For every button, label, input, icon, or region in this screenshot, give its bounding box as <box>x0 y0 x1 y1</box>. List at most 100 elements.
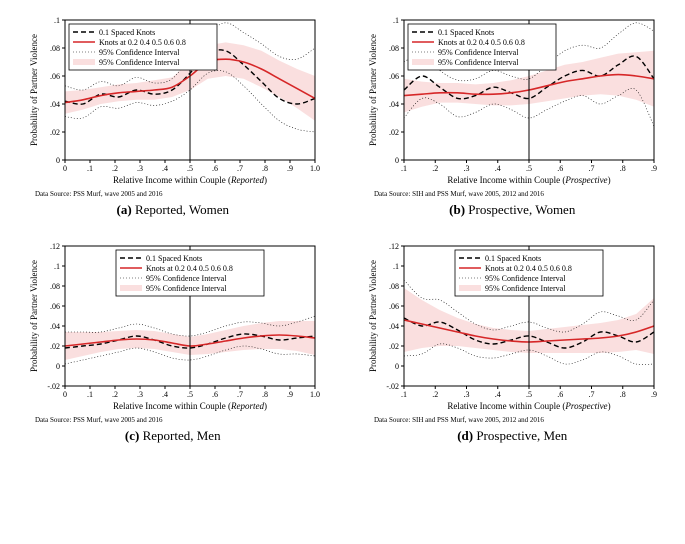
svg-text:.5: .5 <box>187 390 193 399</box>
svg-text:95% Confidence Interval: 95% Confidence Interval <box>485 284 566 293</box>
svg-text:.06: .06 <box>389 302 399 311</box>
caption-a: (a) Reported, Women <box>117 202 229 218</box>
svg-text:.1: .1 <box>87 390 93 399</box>
panel-grid: 0.1.2.3.4.5.6.7.8.91.00.02.04.06.08.1Pro… <box>10 10 675 444</box>
svg-text:0: 0 <box>56 156 60 165</box>
svg-text:0: 0 <box>395 156 399 165</box>
svg-text:0: 0 <box>63 164 67 173</box>
svg-text:95% Confidence Interval: 95% Confidence Interval <box>438 58 519 67</box>
x-axis-label: Relative Income within Couple (Reported) <box>113 401 267 411</box>
svg-text:0: 0 <box>395 362 399 371</box>
chart-b: .1.2.3.4.5.6.7.8.90.02.04.06.08.1Probabi… <box>362 10 662 200</box>
x-axis-label: Relative Income within Couple (Reported) <box>113 175 267 185</box>
panel-b: .1.2.3.4.5.6.7.8.90.02.04.06.08.1Probabi… <box>350 10 676 218</box>
svg-text:.3: .3 <box>137 164 143 173</box>
svg-text:.12: .12 <box>389 242 399 251</box>
svg-text:.02: .02 <box>50 128 60 137</box>
svg-text:.1: .1 <box>401 390 407 399</box>
svg-text:.5: .5 <box>526 164 532 173</box>
source-note: Data Source: SIH and PSS Murf, wave 2005… <box>374 416 544 424</box>
svg-text:.04: .04 <box>50 322 60 331</box>
source-note: Data Source: PSS Murf, wave 2005 and 201… <box>35 190 163 198</box>
svg-text:.7: .7 <box>589 390 595 399</box>
y-axis-label: Probability of Partner Violence <box>368 34 378 146</box>
chart-d: .1.2.3.4.5.6.7.8.9-.020.02.04.06.08.1.12… <box>362 236 662 426</box>
svg-text:.4: .4 <box>495 164 501 173</box>
svg-text:.08: .08 <box>50 44 60 53</box>
svg-text:.6: .6 <box>558 390 564 399</box>
svg-text:.02: .02 <box>389 128 399 137</box>
svg-text:0: 0 <box>56 362 60 371</box>
svg-text:-.02: -.02 <box>47 382 60 391</box>
y-axis-label: Probability of Partner Violence <box>368 260 378 372</box>
svg-text:Knots at 0.2 0.4 0.5 0.6 0.8: Knots at 0.2 0.4 0.5 0.6 0.8 <box>146 264 233 273</box>
x-axis-label: Relative Income within Couple (Prospecti… <box>448 175 611 185</box>
panel-c: 0.1.2.3.4.5.6.7.8.91.0-.020.02.04.06.08.… <box>10 236 336 444</box>
source-note: Data Source: PSS Murf, wave 2005 and 201… <box>35 416 163 424</box>
caption-c: (c) Reported, Men <box>125 428 221 444</box>
svg-text:.7: .7 <box>237 390 243 399</box>
svg-text:.08: .08 <box>389 282 399 291</box>
chart-c: 0.1.2.3.4.5.6.7.8.91.0-.020.02.04.06.08.… <box>23 236 323 426</box>
svg-text:1.0: 1.0 <box>310 164 320 173</box>
caption-b: (b) Prospective, Women <box>449 202 575 218</box>
svg-text:.1: .1 <box>393 262 399 271</box>
svg-text:95% Confidence Interval: 95% Confidence Interval <box>438 48 519 57</box>
svg-text:0.1 Spaced Knots: 0.1 Spaced Knots <box>485 254 541 263</box>
svg-text:95% Confidence Interval: 95% Confidence Interval <box>146 274 227 283</box>
svg-text:.8: .8 <box>620 164 626 173</box>
svg-text:.06: .06 <box>389 72 399 81</box>
panel-d: .1.2.3.4.5.6.7.8.9-.020.02.04.06.08.1.12… <box>350 236 676 444</box>
svg-text:-.02: -.02 <box>387 382 400 391</box>
svg-text:95% Confidence Interval: 95% Confidence Interval <box>99 48 180 57</box>
svg-text:.06: .06 <box>50 72 60 81</box>
svg-text:.02: .02 <box>389 342 399 351</box>
svg-text:.6: .6 <box>212 390 218 399</box>
svg-text:95% Confidence Interval: 95% Confidence Interval <box>99 58 180 67</box>
source-note: Data Source: SIH and PSS Murf, wave 2005… <box>374 190 544 198</box>
panel-a: 0.1.2.3.4.5.6.7.8.91.00.02.04.06.08.1Pro… <box>10 10 336 218</box>
svg-text:.04: .04 <box>50 100 60 109</box>
svg-text:.1: .1 <box>54 16 60 25</box>
svg-text:.9: .9 <box>651 164 657 173</box>
svg-text:0.1 Spaced Knots: 0.1 Spaced Knots <box>99 28 155 37</box>
svg-text:.12: .12 <box>50 242 60 251</box>
svg-text:.1: .1 <box>401 164 407 173</box>
legend: 0.1 Spaced KnotsKnots at 0.2 0.4 0.5 0.6… <box>116 250 264 296</box>
svg-text:95% Confidence Interval: 95% Confidence Interval <box>146 284 227 293</box>
legend: 0.1 Spaced KnotsKnots at 0.2 0.4 0.5 0.6… <box>69 24 217 70</box>
svg-text:.6: .6 <box>212 164 218 173</box>
svg-text:.4: .4 <box>162 164 168 173</box>
svg-text:.3: .3 <box>464 390 470 399</box>
svg-text:.7: .7 <box>237 164 243 173</box>
legend: 0.1 Spaced KnotsKnots at 0.2 0.4 0.5 0.6… <box>408 24 556 70</box>
svg-text:1.0: 1.0 <box>310 390 320 399</box>
svg-text:.5: .5 <box>187 164 193 173</box>
svg-text:Knots at 0.2 0.4 0.5 0.6 0.8: Knots at 0.2 0.4 0.5 0.6 0.8 <box>438 38 525 47</box>
y-axis-label: Probability of Partner Violence <box>29 260 39 372</box>
svg-text:Knots at 0.2 0.4 0.5 0.6 0.8: Knots at 0.2 0.4 0.5 0.6 0.8 <box>485 264 572 273</box>
svg-text:.4: .4 <box>162 390 168 399</box>
svg-text:.8: .8 <box>262 164 268 173</box>
svg-text:Knots at 0.2 0.4 0.5 0.6 0.8: Knots at 0.2 0.4 0.5 0.6 0.8 <box>99 38 186 47</box>
svg-text:0.1 Spaced Knots: 0.1 Spaced Knots <box>438 28 494 37</box>
svg-text:.8: .8 <box>620 390 626 399</box>
svg-text:95% Confidence Interval: 95% Confidence Interval <box>485 274 566 283</box>
svg-text:.06: .06 <box>50 302 60 311</box>
svg-text:.3: .3 <box>464 164 470 173</box>
svg-text:.9: .9 <box>287 390 293 399</box>
svg-text:.9: .9 <box>651 390 657 399</box>
svg-text:0.1 Spaced Knots: 0.1 Spaced Knots <box>146 254 202 263</box>
svg-text:.08: .08 <box>50 282 60 291</box>
svg-text:.4: .4 <box>495 390 501 399</box>
svg-text:.04: .04 <box>389 322 399 331</box>
svg-text:.1: .1 <box>54 262 60 271</box>
x-axis-label: Relative Income within Couple (Prospecti… <box>448 401 611 411</box>
svg-text:.9: .9 <box>287 164 293 173</box>
svg-text:.2: .2 <box>112 390 118 399</box>
svg-text:.6: .6 <box>558 164 564 173</box>
svg-text:.04: .04 <box>389 100 399 109</box>
svg-text:.1: .1 <box>87 164 93 173</box>
svg-text:.1: .1 <box>393 16 399 25</box>
svg-text:.8: .8 <box>262 390 268 399</box>
